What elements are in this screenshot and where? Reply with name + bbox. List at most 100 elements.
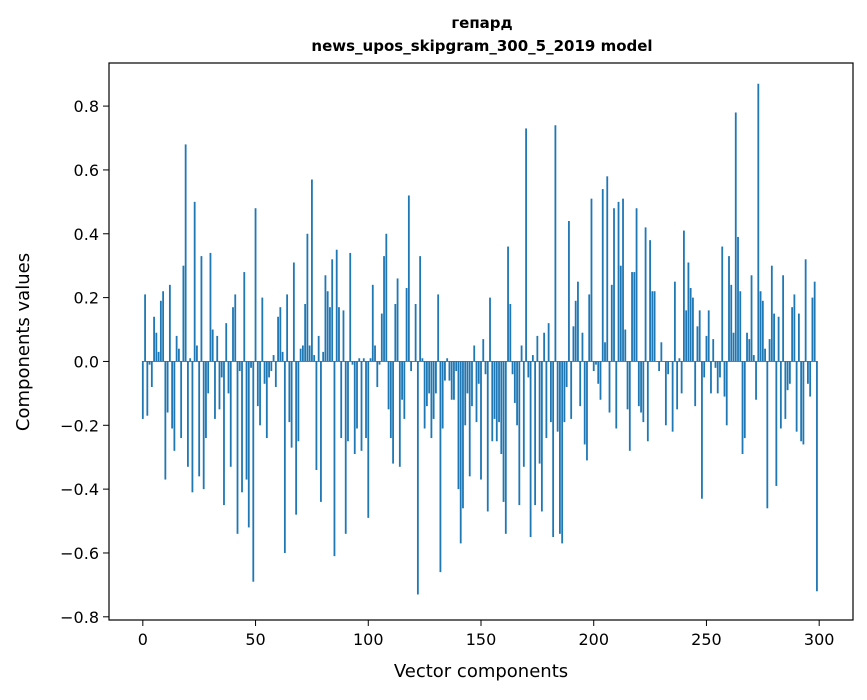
bar (753, 355, 755, 361)
bar (464, 361, 466, 425)
bar (408, 195, 410, 361)
bar (782, 275, 784, 361)
bar (304, 304, 306, 361)
bar (509, 304, 511, 361)
bar (446, 358, 448, 361)
bar (385, 234, 387, 362)
bar (340, 361, 342, 438)
bar (760, 291, 762, 361)
bar (573, 326, 575, 361)
bar (739, 291, 741, 361)
bar (232, 307, 234, 361)
bar (597, 361, 599, 383)
bar (697, 326, 699, 361)
bar (629, 361, 631, 450)
bar (717, 361, 719, 393)
bar (708, 310, 710, 361)
bar (514, 361, 516, 403)
bar (780, 361, 782, 428)
y-tick-label: 0.6 (74, 161, 99, 180)
bar (703, 361, 705, 377)
bar (327, 291, 329, 361)
bar (241, 361, 243, 492)
bar (516, 361, 518, 425)
bar (354, 361, 356, 454)
bar (478, 361, 480, 383)
bar (440, 361, 442, 572)
bar (275, 361, 277, 387)
x-tick-label: 300 (804, 630, 835, 649)
bar (685, 310, 687, 361)
bar (793, 294, 795, 361)
bar (428, 361, 430, 393)
bar (264, 361, 266, 383)
bar (642, 361, 644, 422)
bar (570, 361, 572, 418)
bar (577, 282, 579, 362)
bar (169, 285, 171, 362)
bar (352, 361, 354, 364)
bar (719, 361, 721, 377)
bar (334, 361, 336, 556)
y-tick-label: 0.0 (74, 352, 99, 371)
bar (155, 333, 157, 362)
bar (555, 125, 557, 361)
y-axis: −0.8−0.6−0.4−0.20.00.20.40.60.8 (60, 97, 109, 627)
bar (627, 361, 629, 409)
bar (178, 349, 180, 362)
bar (561, 361, 563, 543)
bar (595, 361, 597, 364)
bar (367, 361, 369, 517)
bar (746, 333, 748, 362)
bar (221, 361, 223, 377)
bar (225, 323, 227, 361)
x-axis-label: Vector components (394, 661, 568, 682)
bar (744, 361, 746, 438)
bar (237, 361, 239, 533)
bar (712, 339, 714, 361)
bar (803, 361, 805, 444)
bar (397, 278, 399, 361)
bar (230, 361, 232, 466)
bar (613, 208, 615, 361)
bar (363, 358, 365, 361)
bar (239, 361, 241, 371)
bar (399, 361, 401, 466)
bar (171, 361, 173, 428)
bar (288, 361, 290, 422)
bar (559, 361, 561, 533)
bar (699, 310, 701, 361)
bar (347, 361, 349, 441)
bar (469, 361, 471, 476)
bar (358, 358, 360, 361)
bar (525, 128, 527, 361)
bar (807, 361, 809, 383)
x-tick-label: 150 (466, 630, 497, 649)
bar (270, 361, 272, 371)
bar (142, 361, 144, 418)
bar (223, 361, 225, 505)
bar (388, 361, 390, 409)
bar (471, 361, 473, 406)
bar (600, 361, 602, 399)
chart-subtitle: news_upos_skipgram_300_5_2019 model (311, 37, 652, 55)
bar (250, 361, 252, 367)
bar (480, 361, 482, 479)
bar (476, 361, 478, 422)
y-tick-label: 0.8 (74, 97, 99, 116)
bar (771, 266, 773, 362)
bar (205, 361, 207, 438)
bar (421, 358, 423, 361)
bar (730, 285, 732, 362)
bar (410, 361, 412, 371)
bar (435, 361, 437, 393)
bar (676, 361, 678, 409)
bar (692, 298, 694, 362)
bar (694, 361, 696, 406)
bar (417, 361, 419, 594)
bar (543, 333, 545, 362)
bar (180, 361, 182, 438)
bar (444, 361, 446, 380)
bar (733, 333, 735, 362)
bar (419, 256, 421, 361)
